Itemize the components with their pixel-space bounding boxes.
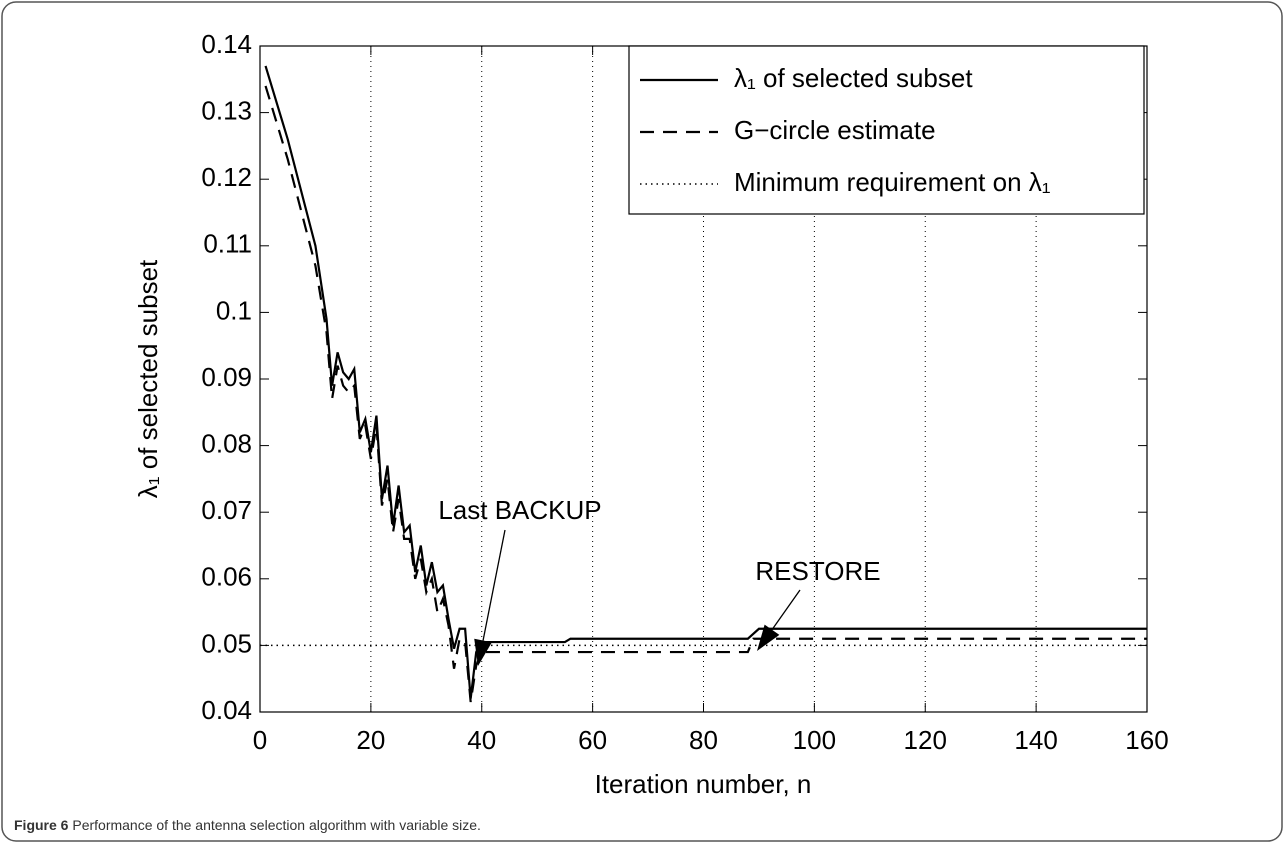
- x-tick-label: 0: [253, 725, 267, 755]
- y-tick-label: 0.06: [201, 562, 252, 592]
- caption-label: Figure 6: [14, 817, 69, 833]
- y-tick-label: 0.05: [201, 628, 252, 658]
- annotation-arrow: [771, 589, 801, 631]
- y-tick-label: 0.13: [201, 95, 252, 125]
- x-tick-label: 40: [467, 725, 496, 755]
- x-axis-label: Iteration number, n: [595, 769, 812, 799]
- legend-label: G−circle estimate: [734, 115, 936, 145]
- y-tick-label: 0.07: [201, 495, 252, 525]
- series-line: [264, 85, 1147, 703]
- y-tick-label: 0.09: [201, 362, 252, 392]
- annotation-arrow: [482, 529, 506, 641]
- annotation-label: RESTORE: [755, 556, 880, 586]
- y-axis-label: λ₁ of selected subset: [133, 259, 163, 498]
- x-tick-label: 20: [356, 725, 385, 755]
- x-tick-label: 60: [578, 725, 607, 755]
- y-tick-label: 0.14: [201, 29, 252, 59]
- y-tick-label: 0.11: [203, 229, 252, 259]
- caption-text: Performance of the antenna selection alg…: [72, 817, 481, 833]
- x-tick-label: 140: [1014, 725, 1057, 755]
- x-tick-label: 160: [1125, 725, 1168, 755]
- annotation-arrowhead: [757, 624, 780, 651]
- y-tick-label: 0.08: [201, 428, 252, 458]
- annotation-arrowhead: [474, 638, 492, 666]
- legend-box: [628, 45, 1145, 215]
- y-tick-label: 0.1: [216, 295, 252, 325]
- x-tick-label: 80: [689, 725, 718, 755]
- x-tick-label: 100: [793, 725, 836, 755]
- y-tick-label: 0.12: [201, 162, 252, 192]
- y-tick-label: 0.04: [201, 695, 252, 725]
- annotation-label: Last BACKUP: [438, 495, 601, 525]
- x-tick-label: 120: [904, 725, 947, 755]
- legend-label: Minimum requirement on λ₁: [734, 167, 1051, 197]
- legend-label: λ₁ of selected subset: [734, 63, 973, 93]
- caption: Figure 6 Performance of the antenna sele…: [14, 817, 481, 833]
